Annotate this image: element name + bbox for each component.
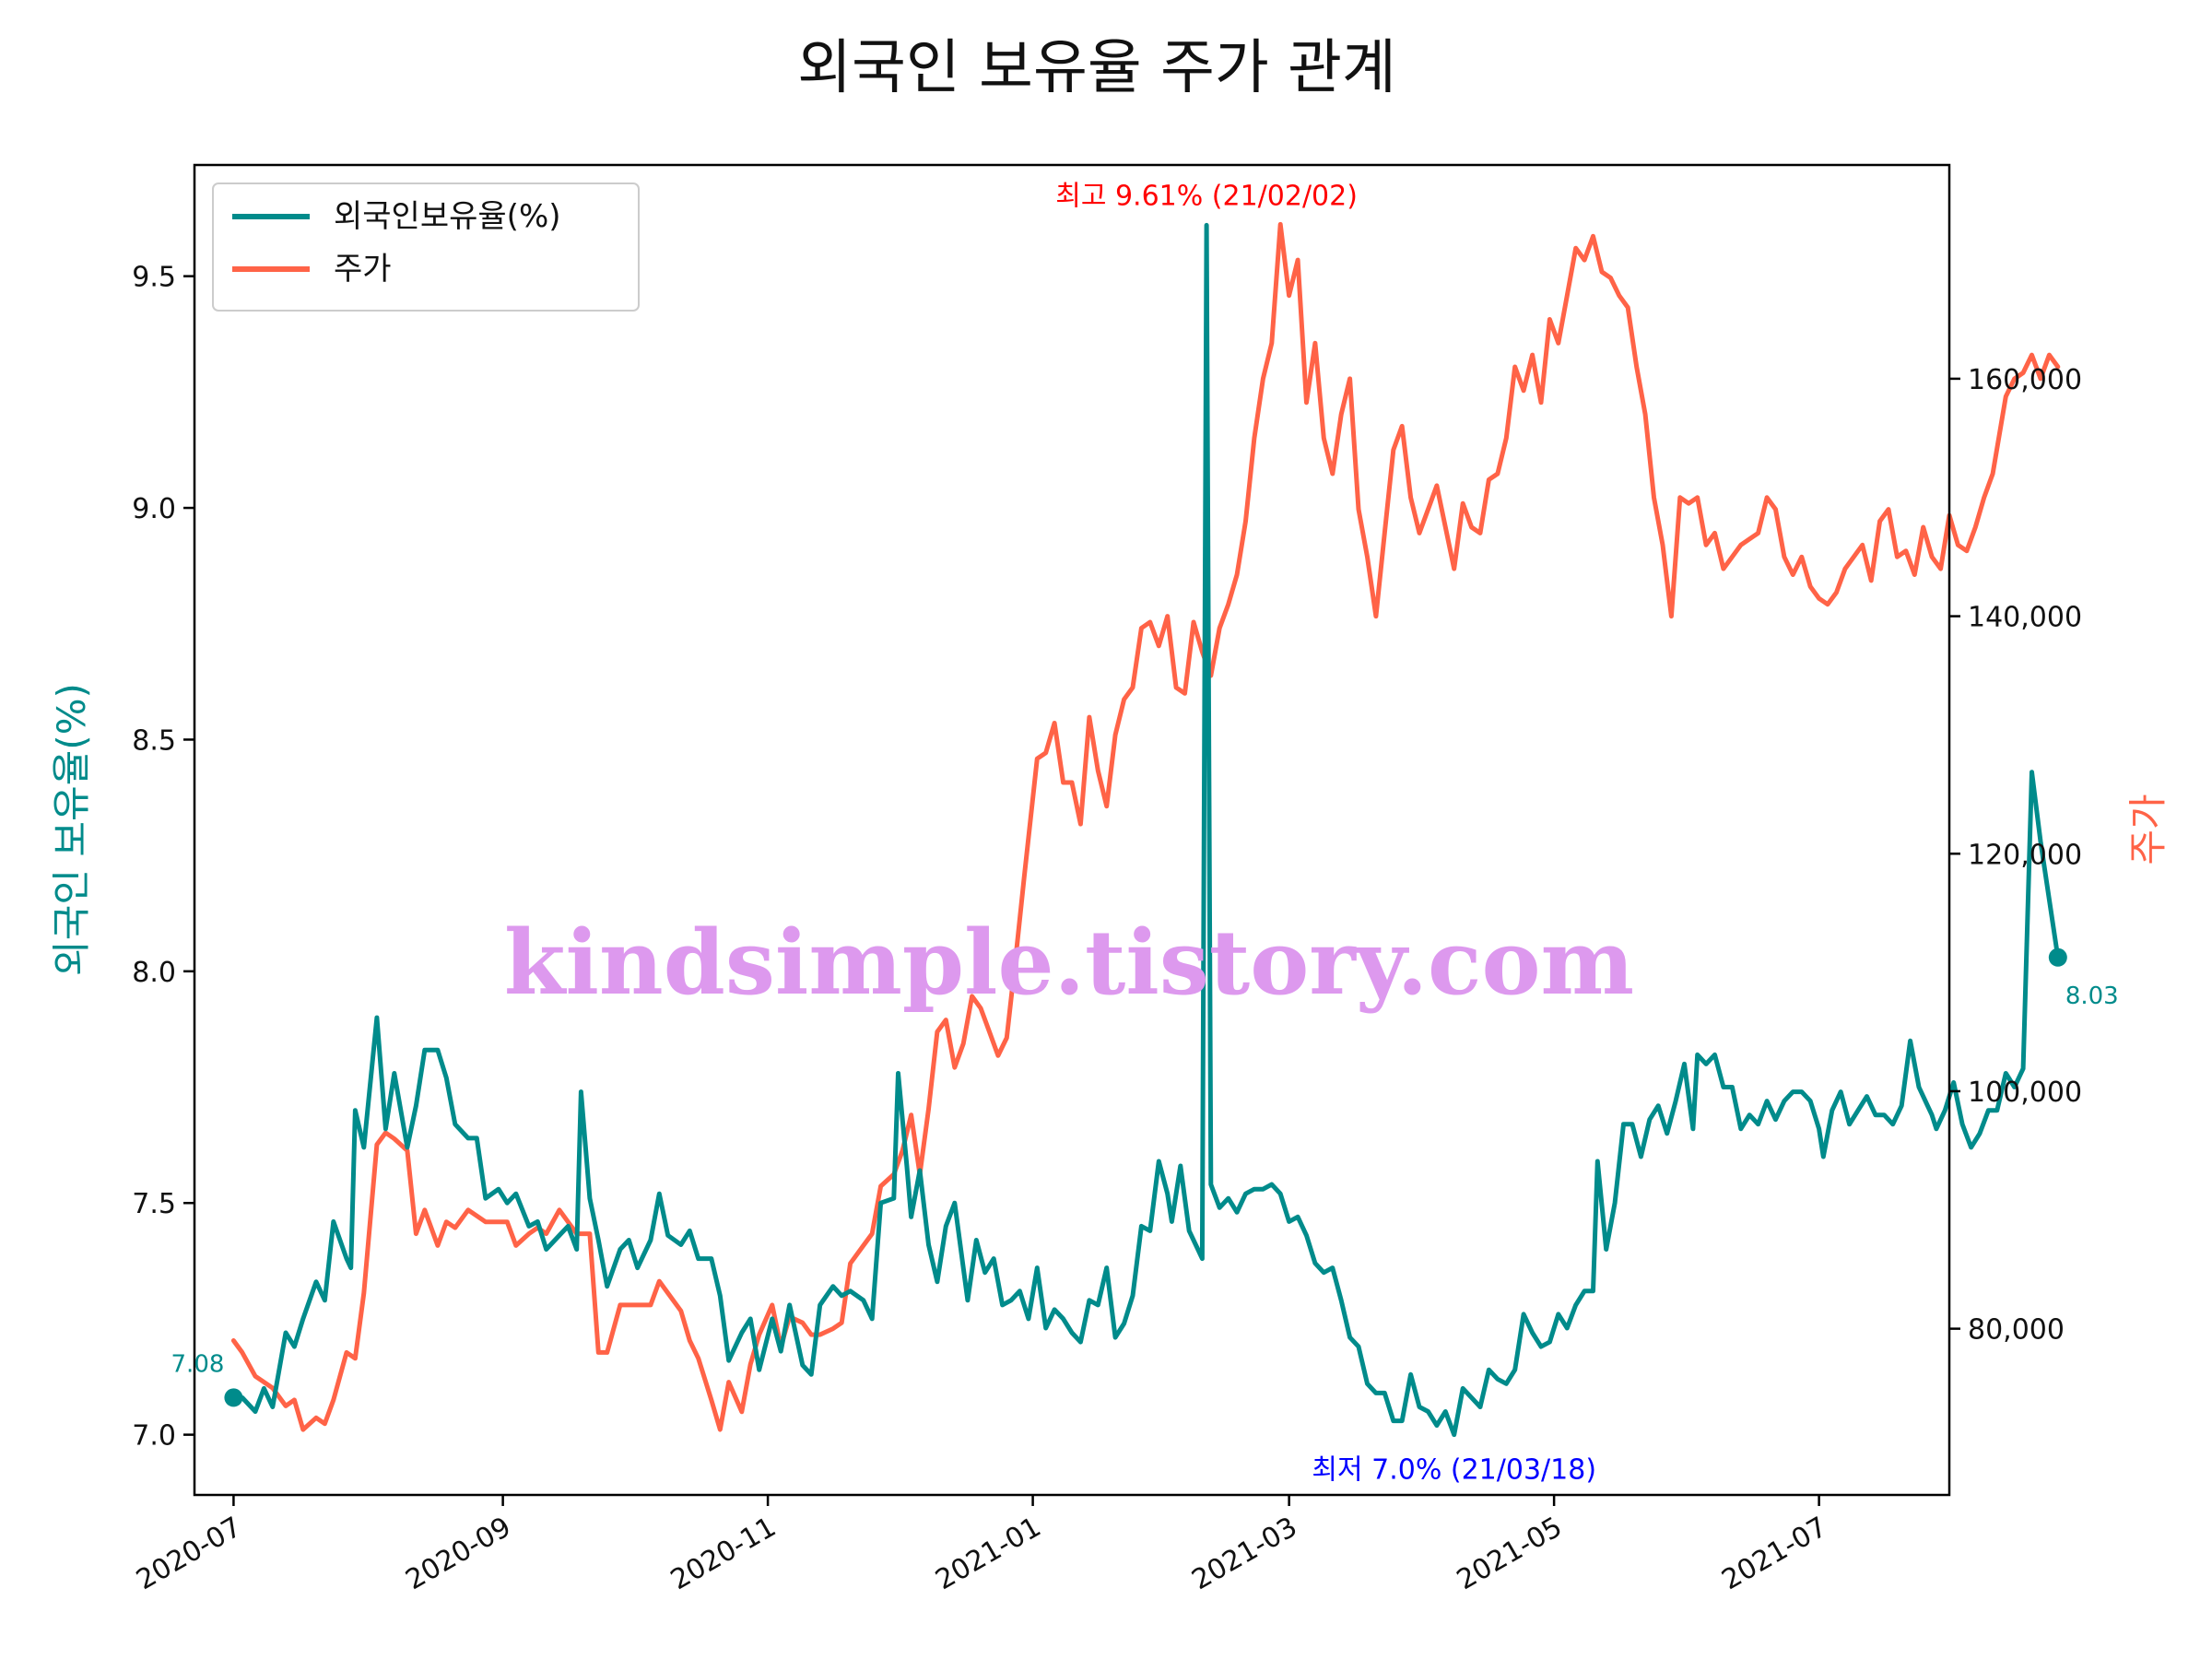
y-left-tick-label: 8.5 (132, 724, 176, 757)
series-line-foreign-ratio (230, 222, 2061, 1438)
y-left-tick-label: 8.0 (132, 957, 176, 989)
y-left-tick-label: 7.0 (132, 1420, 176, 1453)
annotation-max: 최고 9.61% (21/02/02) (1055, 180, 1358, 212)
legend-label-foreign-ratio: 외국인보유율(%) (334, 198, 561, 235)
x-tick-label: 2021-01 (930, 1511, 1046, 1596)
x-tick-label: 2021-05 (1452, 1511, 1568, 1596)
plot-area-frame (193, 163, 1951, 1497)
x-tick-label: 2020-11 (665, 1511, 782, 1596)
x-tick-label: 2020-07 (131, 1511, 247, 1596)
y-right-tick-label: 120,000 (1968, 839, 2082, 871)
y-right-tick-label: 100,000 (1968, 1077, 2082, 1109)
y-right-tick-label: 160,000 (1968, 364, 2082, 396)
series-line-stock-price (230, 221, 2061, 1432)
x-tick-label: 2021-07 (1716, 1511, 1832, 1596)
end-point-marker (2048, 947, 2067, 967)
watermark-text: kindsimple.tistory.com (504, 911, 1634, 1015)
annotation-min: 최저 7.0% (21/03/18) (1312, 1454, 1596, 1487)
start-point-marker (224, 1388, 243, 1407)
y-axis-left-title: 외국인 보유율(%) (49, 683, 94, 976)
x-tick-label: 2021-03 (1186, 1511, 1302, 1596)
end-value-label: 8.03 (2065, 982, 2119, 1010)
y-left-tick-label: 9.5 (132, 262, 176, 294)
start-value-label: 7.08 (171, 1350, 225, 1378)
y-right-tick-label: 140,000 (1968, 602, 2082, 634)
y-left-tick-label: 7.5 (132, 1188, 176, 1220)
y-right-tick-label: 80,000 (1968, 1314, 2065, 1347)
y-left-tick-label: 9.0 (132, 493, 176, 525)
legend-label-stock-price: 주가 (334, 251, 392, 288)
chart-title: 외국인 보유율 주가 관계 (797, 34, 1396, 102)
legend-box (212, 182, 640, 312)
x-tick-label: 2020-09 (400, 1511, 516, 1596)
y-axis-right-title: 주가 (2125, 794, 2171, 865)
legend: 외국인보유율(%) 주가 (212, 182, 640, 312)
